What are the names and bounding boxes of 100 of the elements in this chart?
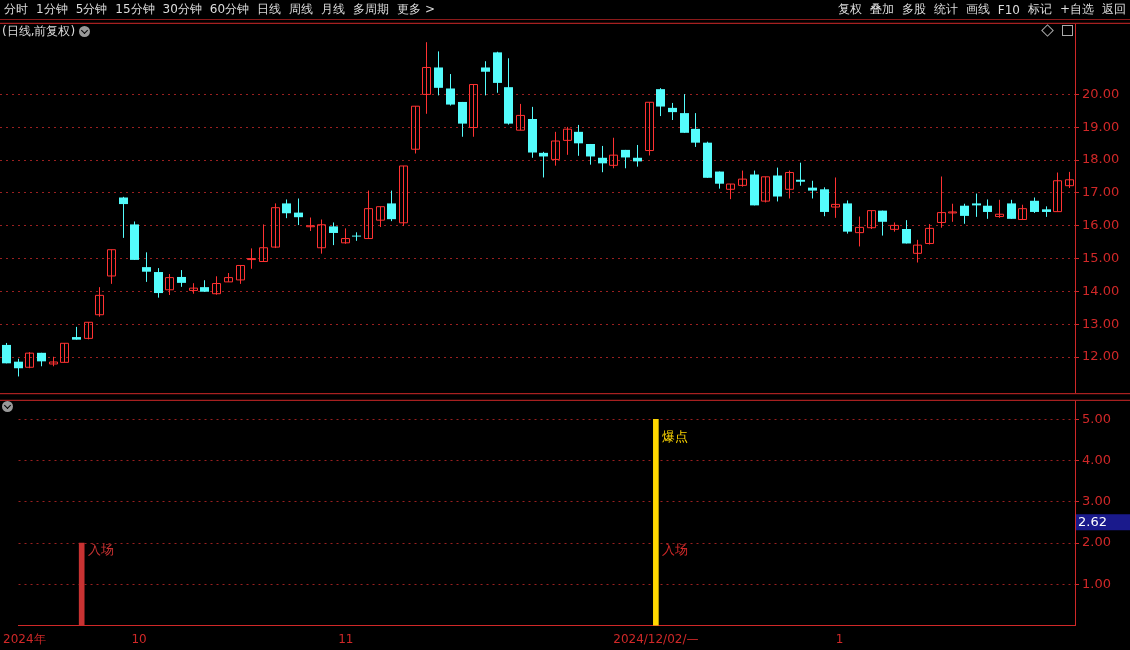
text: 1分钟 <box>35 1 69 18</box>
text: F10 <box>996 2 1021 17</box>
candlestick <box>913 239 922 264</box>
text: 统计 <box>932 1 959 18</box>
candlestick <box>142 251 151 283</box>
candlestick <box>995 199 1004 219</box>
x-tick-label: 10 <box>131 631 147 646</box>
text: 30分钟 <box>161 1 203 18</box>
y-tick-label: 13.00 <box>1082 315 1120 331</box>
text: 标记 <box>1026 1 1053 18</box>
candlestick <box>983 198 992 220</box>
candlestick <box>329 221 338 246</box>
candlestick <box>317 219 326 255</box>
text: 15分钟 <box>114 1 156 18</box>
candlestick <box>867 210 876 230</box>
y-tick-label: 12.00 <box>1082 348 1120 364</box>
text: 分时 <box>3 1 29 18</box>
y-tick-label: 16.00 <box>1082 217 1120 233</box>
candlestick <box>563 126 572 156</box>
candlestick <box>446 73 455 107</box>
candlestick <box>773 167 782 202</box>
annotation: 入场 <box>661 542 688 558</box>
candlestick <box>855 216 864 247</box>
text: +自选 <box>1058 1 1095 18</box>
x-tick-label: 11 <box>338 631 354 646</box>
y-tick-label: 18.00 <box>1082 151 1120 167</box>
candlestick <box>119 196 128 239</box>
candlestick <box>411 105 420 154</box>
text: 60分钟 <box>208 1 251 18</box>
candlestick <box>154 267 163 299</box>
candlestick <box>831 176 840 219</box>
candlestick <box>236 264 245 285</box>
y-tick-label: 15.00 <box>1082 249 1120 265</box>
candlestick <box>481 60 490 96</box>
candlestick <box>948 203 957 223</box>
candlestick <box>551 131 560 167</box>
candlestick <box>1007 199 1016 220</box>
x-tick-label: 2024年 <box>3 631 46 646</box>
chart-title: (日线,前复权) <box>2 23 76 40</box>
candlestick <box>259 223 268 263</box>
text: 日线 <box>256 1 283 18</box>
candlestick <box>574 124 583 157</box>
text: 画线 <box>964 1 991 18</box>
annotation: 入场 <box>87 542 114 558</box>
candlestick <box>376 206 385 228</box>
candlestick <box>271 202 280 249</box>
text: 周线 <box>288 1 315 18</box>
candlestick <box>516 103 525 131</box>
y-tick-label: 1.00 <box>1082 575 1111 591</box>
candlestick <box>212 275 221 296</box>
candlestick <box>247 247 256 270</box>
text: 2.62 <box>1078 513 1107 529</box>
candlestick <box>878 210 887 237</box>
text: 多股 <box>900 1 927 18</box>
candlestick <box>598 145 607 173</box>
candlestick <box>925 223 934 245</box>
text: 月线 <box>320 1 347 18</box>
y-tick-label: 19.00 <box>1082 118 1120 134</box>
x-tick-label: 2024/12/02/— <box>613 631 699 646</box>
candlestick <box>469 84 478 138</box>
candlestick <box>341 227 350 245</box>
candlestick <box>937 175 946 229</box>
y-tick-label: 14.00 <box>1082 282 1120 298</box>
text: 更多 > <box>396 1 436 18</box>
y-tick-label: 4.00 <box>1082 451 1111 467</box>
candlestick <box>434 50 443 96</box>
candlestick <box>796 162 805 187</box>
candlestick <box>60 342 69 363</box>
y-tick-label: 2.00 <box>1082 534 1111 550</box>
y-tick-label: 3.00 <box>1082 493 1111 509</box>
candlestick <box>785 170 794 199</box>
y-tick-label: 20.00 <box>1082 85 1120 101</box>
y-tick-label: 5.00 <box>1082 410 1111 426</box>
annotation: 爆点 <box>661 429 688 445</box>
x-tick-label: 1 <box>835 631 844 646</box>
y-tick-label: 17.00 <box>1082 184 1120 200</box>
candlestick <box>458 101 467 138</box>
text: 返回 <box>1101 1 1127 18</box>
text: 多周期 <box>352 1 391 18</box>
candlestick <box>282 198 291 219</box>
candlestick <box>656 87 665 117</box>
text: 5分钟 <box>74 1 109 18</box>
candlestick <box>960 203 969 225</box>
candlestick <box>387 190 396 222</box>
text: 叠加 <box>868 1 895 18</box>
candlestick <box>1053 172 1062 213</box>
candlestick <box>364 190 373 240</box>
candlestick <box>972 193 981 218</box>
candlestick <box>645 101 654 156</box>
candlestick <box>422 41 431 115</box>
candlestick <box>399 165 408 227</box>
candlestick <box>691 112 700 148</box>
candlestick <box>107 249 116 285</box>
candlestick <box>95 286 104 318</box>
candlestick <box>761 176 770 203</box>
candlestick <box>165 273 174 296</box>
candlestick <box>609 137 618 169</box>
text: 复权 <box>836 1 863 18</box>
candlestick <box>820 186 829 217</box>
candlestick <box>680 93 689 134</box>
